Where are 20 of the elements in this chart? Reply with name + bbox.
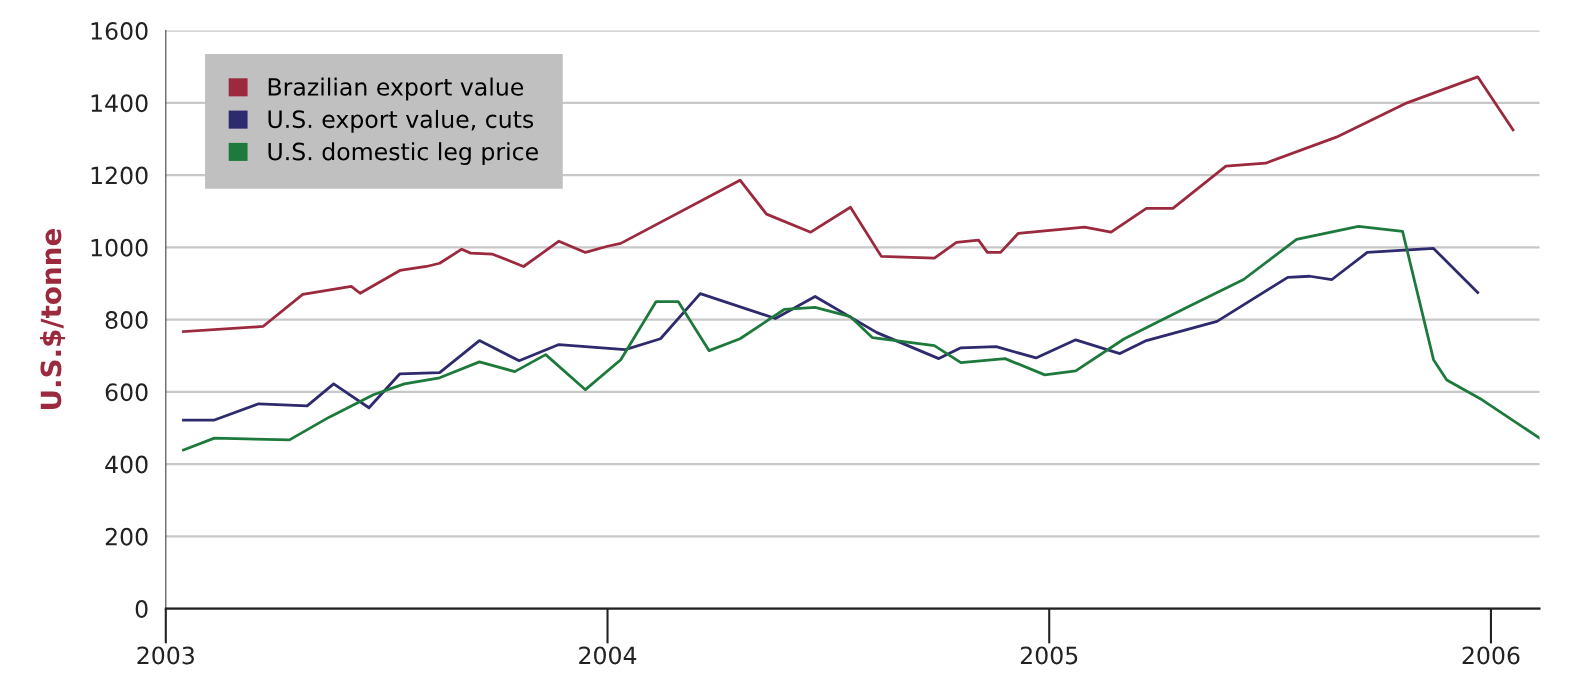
- line-series: [182, 75, 1515, 333]
- legend-label: U.S. domestic leg price: [268, 142, 538, 166]
- y-tick-label: 800: [105, 311, 148, 329]
- x-tick-label: 2005: [1020, 646, 1078, 665]
- line-series: [182, 247, 1480, 422]
- x-tick-label: 2004: [579, 646, 637, 665]
- x-tick-label: 2006: [1462, 646, 1520, 665]
- legend-label: U.S. export value, cuts: [268, 109, 534, 133]
- y-tick-label: 1600: [91, 22, 148, 40]
- y-tick-label: 1400: [91, 94, 148, 113]
- y-tick-label: 1000: [91, 238, 148, 257]
- legend-label: Brazilian export value: [268, 77, 524, 101]
- y-tick-label: 200: [105, 527, 148, 546]
- y-tick-label: 0: [135, 600, 148, 618]
- y-tick-label: 600: [105, 383, 148, 402]
- y-tick-label: 1200: [91, 166, 148, 185]
- y-axis-title: U.S.$/tonne: [39, 229, 66, 409]
- y-tick-label: 400: [105, 455, 148, 474]
- x-tick-label: 2003: [137, 646, 194, 665]
- line-series: [182, 225, 1540, 452]
